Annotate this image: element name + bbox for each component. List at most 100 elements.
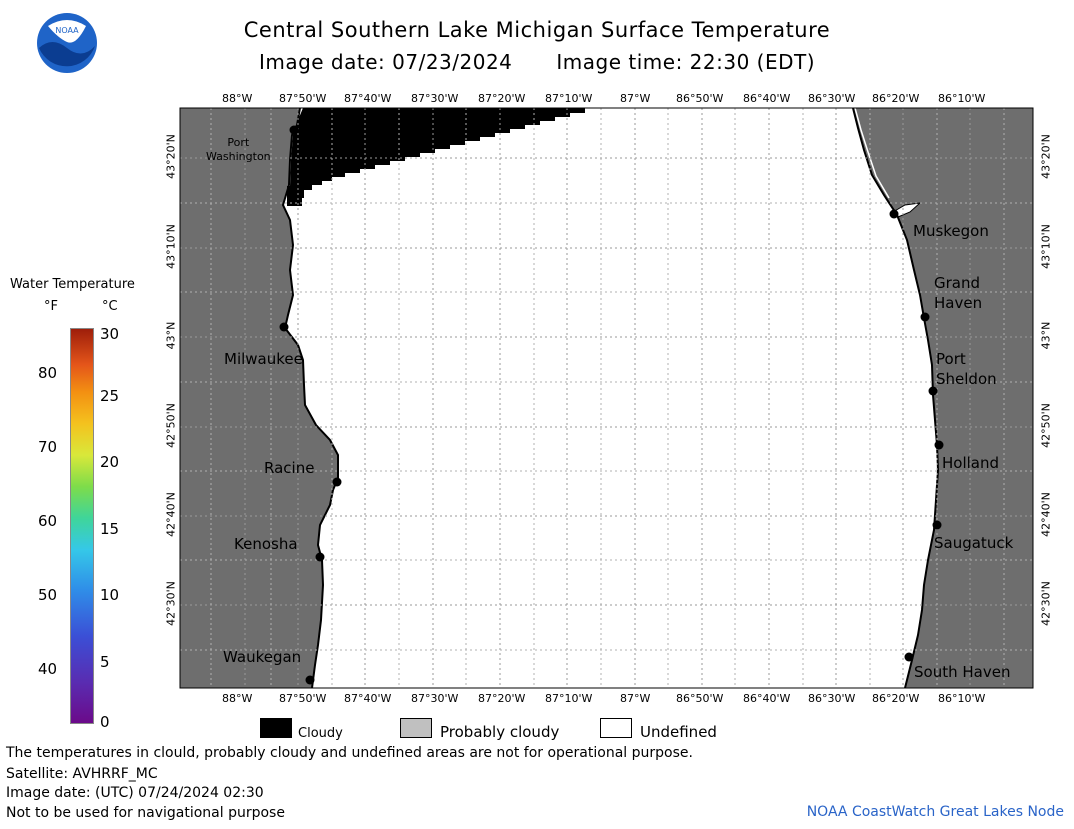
marker-milwaukee[interactable] xyxy=(279,322,289,332)
west-shoreline xyxy=(281,107,339,689)
lon-label-bottom: 86°40'W xyxy=(743,692,791,705)
noaa-logo-icon[interactable]: NOAA xyxy=(36,12,98,74)
legend-unit-c: °C xyxy=(102,299,118,314)
lon-label-top: 86°50'W xyxy=(676,92,724,105)
lon-label-bottom: 87°30'W xyxy=(411,692,459,705)
lon-label-top: 87°50'W xyxy=(279,92,327,105)
navigation-note: Not to be used for navigational purpose xyxy=(6,805,285,821)
lon-label-top: 88°W xyxy=(222,92,253,105)
image-datetime: Image date: 07/23/2024 Image time: 22:30 … xyxy=(0,50,1074,74)
legend-c-tick: 30 xyxy=(100,325,120,343)
lat-label-right: 43°N xyxy=(1039,321,1053,350)
legend-c-tick: 25 xyxy=(100,387,120,405)
credit-link[interactable]: NOAA CoastWatch Great Lakes Node xyxy=(806,804,1064,820)
temperature-colorbar xyxy=(70,328,94,724)
lon-label-bottom: 88°W xyxy=(222,692,253,705)
lon-label-bottom: 87°W xyxy=(620,692,651,705)
lon-label-bottom: 86°10'W xyxy=(938,692,986,705)
legend-f-tick: 80 xyxy=(38,364,58,382)
key-cloudy-swatch xyxy=(260,718,292,738)
key-cloudy-label: Cloudy xyxy=(298,726,343,741)
lon-label-top: 86°30'W xyxy=(808,92,856,105)
lon-label-top: 87°10'W xyxy=(545,92,593,105)
lon-label-top: 86°20'W xyxy=(872,92,920,105)
map-frame xyxy=(179,107,1034,689)
lat-label-left: 43°N xyxy=(164,321,178,350)
city-label-port-washington: Port Washington xyxy=(206,136,271,163)
city-label-muskegon: Muskegon xyxy=(913,222,989,240)
legend-unit-f: °F xyxy=(44,299,58,314)
lat-label-right: 42°30'N xyxy=(1039,581,1053,626)
marker-waukegan[interactable] xyxy=(305,675,315,685)
legend-f-tick: 50 xyxy=(38,586,58,604)
lon-label-top: 87°40'W xyxy=(344,92,392,105)
lon-label-top: 87°30'W xyxy=(411,92,459,105)
marker-muskegon[interactable] xyxy=(889,209,899,219)
image-date: Image date: 07/23/2024 xyxy=(258,50,513,74)
city-label-kenosha: Kenosha xyxy=(234,535,298,553)
lat-label-left: 42°40'N xyxy=(164,492,178,537)
legend-c-tick: 10 xyxy=(100,586,120,604)
city-label-milwaukee: Milwaukee xyxy=(224,350,303,368)
lon-label-bottom: 87°20'W xyxy=(478,692,526,705)
marker-port-washington[interactable] xyxy=(289,125,299,135)
marker-saugatuck[interactable] xyxy=(932,520,942,530)
key-undefined-label: Undefined xyxy=(640,723,717,741)
satellite-text: Satellite: AVHRRF_MC xyxy=(6,766,158,782)
lat-label-right: 42°50'N xyxy=(1039,403,1053,448)
marker-kenosha[interactable] xyxy=(315,552,325,562)
marker-holland[interactable] xyxy=(934,440,944,450)
lon-label-bottom: 87°50'W xyxy=(279,692,327,705)
key-probably-cloudy-label: Probably cloudy xyxy=(440,723,560,741)
city-label-grand-haven: Grand Haven xyxy=(934,274,983,312)
logo-text: NOAA xyxy=(55,26,79,35)
marker-grand-haven[interactable] xyxy=(920,312,930,322)
cloud-area xyxy=(287,108,585,206)
key-undefined-swatch xyxy=(600,718,632,738)
marker-port-sheldon[interactable] xyxy=(928,386,938,396)
lon-label-top: 86°10'W xyxy=(938,92,986,105)
city-label-waukegan: Waukegan xyxy=(223,648,302,666)
lon-label-bottom: 86°20'W xyxy=(872,692,920,705)
lon-label-top: 86°40'W xyxy=(743,92,791,105)
lat-label-right: 43°10'N xyxy=(1039,224,1053,269)
land-east xyxy=(853,108,1033,688)
marker-south-haven[interactable] xyxy=(904,652,914,662)
key-probably-cloudy-swatch xyxy=(400,718,432,738)
city-label-holland: Holland xyxy=(942,454,1000,472)
lon-label-top: 87°20'W xyxy=(478,92,526,105)
city-label-port-sheldon: Port Sheldon xyxy=(936,350,997,388)
lon-label-bottom: 86°30'W xyxy=(808,692,856,705)
city-markers xyxy=(279,125,944,685)
graticule xyxy=(180,108,1033,688)
utc-date-text: Image date: (UTC) 07/24/2024 02:30 xyxy=(6,785,264,801)
lon-label-top: 87°W xyxy=(620,92,651,105)
legend-f-tick: 40 xyxy=(38,660,58,678)
city-label-saugatuck: Saugatuck xyxy=(934,534,1014,552)
lat-label-right: 43°20'N xyxy=(1039,134,1053,179)
east-shoreline xyxy=(852,107,940,689)
lat-label-left: 43°20'N xyxy=(164,134,178,179)
legend-c-tick: 5 xyxy=(100,653,110,671)
legend-c-tick: 15 xyxy=(100,520,120,538)
lon-label-bottom: 86°50'W xyxy=(676,692,724,705)
legend-c-tick: 20 xyxy=(100,453,120,471)
lon-label-bottom: 87°10'W xyxy=(545,692,593,705)
city-label-south-haven: South Haven xyxy=(914,663,1011,681)
lat-label-left: 42°50'N xyxy=(164,403,178,448)
legend-f-tick: 70 xyxy=(38,438,58,456)
east-shoreline-highlight xyxy=(854,107,890,199)
page-title: Central Southern Lake Michigan Surface T… xyxy=(243,18,831,42)
lon-label-bottom: 87°40'W xyxy=(344,692,392,705)
city-label-racine: Racine xyxy=(264,459,315,477)
marker-racine[interactable] xyxy=(332,477,342,487)
legend-f-tick: 60 xyxy=(38,512,58,530)
legend-title: Water Temperature xyxy=(10,277,135,292)
image-time: Image time: 22:30 (EDT) xyxy=(556,50,816,74)
lat-label-left: 42°30'N xyxy=(164,581,178,626)
lat-label-left: 43°10'N xyxy=(164,224,178,269)
legend-c-tick: 0 xyxy=(100,713,110,731)
disclaimer-text: The temperatures in clould, probably clo… xyxy=(6,745,693,761)
lat-label-right: 42°40'N xyxy=(1039,492,1053,537)
